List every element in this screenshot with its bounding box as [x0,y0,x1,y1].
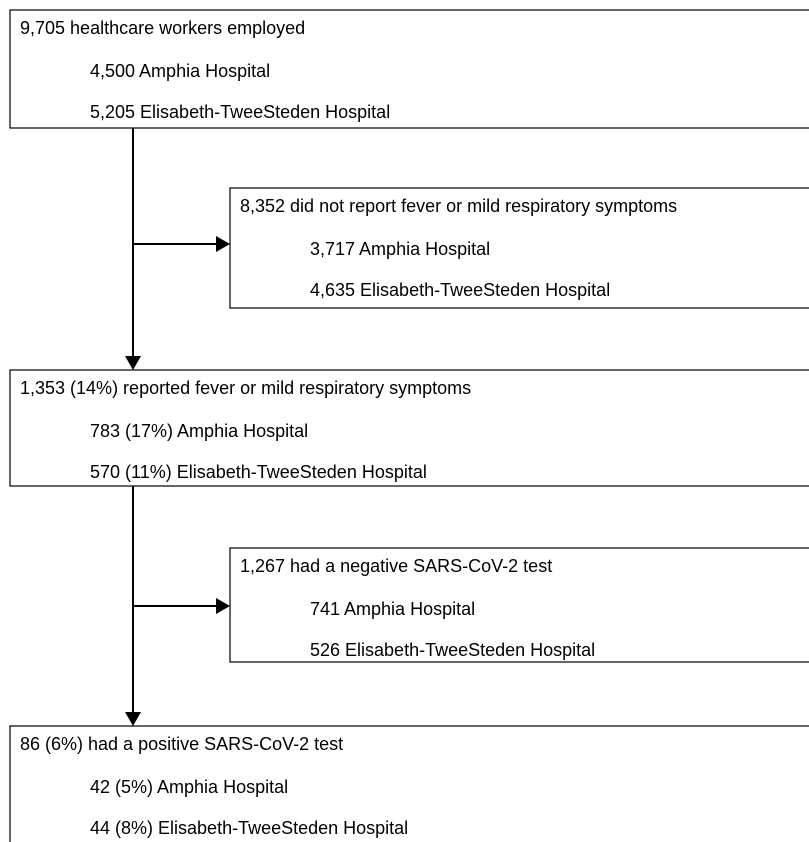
box-border [9,369,809,487]
boxes: 9,705 healthcare workers employed 4,500 A… [9,9,809,842]
connectors [125,128,230,726]
flow-box: 86 (6%) had a positive SARS-CoV-2 test 42… [9,725,809,842]
box-item: 4,635 Elisabeth-TweeSteden Hospital [310,280,610,300]
box-item: 526 Elisabeth-TweeSteden Hospital [310,640,595,660]
flow-box: 9,705 healthcare workers employed 4,500 A… [9,9,809,129]
box-item: 5,205 Elisabeth-TweeSteden Hospital [90,102,390,122]
box-item: 783 (17%) Amphia Hospital [90,421,308,441]
box-item: 42 (5%) Amphia Hospital [90,777,288,797]
arrow-head [125,712,141,726]
flow-box: 1,353 (14%) reported fever or mild respi… [9,369,809,487]
box-border [9,725,809,842]
box-title: 1,353 (14%) reported fever or mild respi… [20,378,471,398]
flow-box: 1,267 had a negative SARS-CoV-2 test 741 … [229,547,809,663]
box-title: 86 (6%) had a positive SARS-CoV-2 test [20,734,343,754]
box-border [229,187,809,309]
box-title: 8,352 did not report fever or mild respi… [240,196,677,216]
arrow-head [125,356,141,370]
box-item: 741 Amphia Hospital [310,599,475,619]
box-item: 4,500 Amphia Hospital [90,61,270,81]
flow-box: 8,352 did not report fever or mild respi… [229,187,809,309]
box-title: 9,705 healthcare workers employed [20,18,305,38]
box-border [229,547,809,663]
box-item: 3,717 Amphia Hospital [310,239,490,259]
box-border [9,9,809,129]
arrow-head [216,236,230,252]
arrow-head [216,598,230,614]
box-title: 1,267 had a negative SARS-CoV-2 test [240,556,552,576]
box-item: 44 (8%) Elisabeth-TweeSteden Hospital [90,818,408,838]
box-item: 570 (11%) Elisabeth-TweeSteden Hospital [90,462,427,482]
